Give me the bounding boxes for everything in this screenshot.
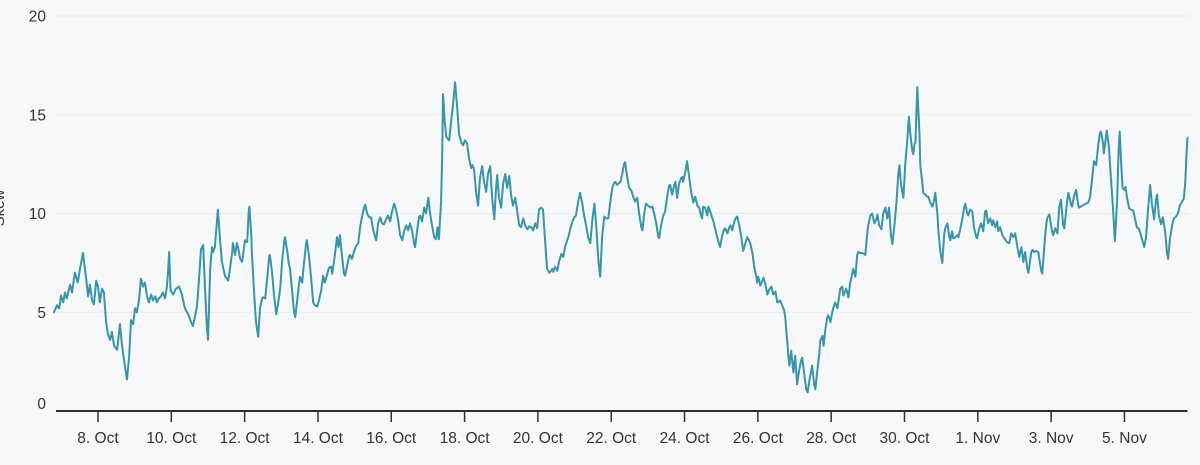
x-axis-label: 10. Oct	[146, 430, 197, 447]
x-axis-label: 24. Oct	[660, 430, 711, 447]
y-axis-label: 5	[37, 305, 46, 322]
x-axis-label: 18. Oct	[440, 430, 491, 447]
x-axis-label: 26. Oct	[733, 430, 784, 447]
x-axis-label: 12. Oct	[220, 430, 271, 447]
series-line[interactable]	[53, 81, 1189, 394]
y-axis-label: 0	[37, 396, 46, 413]
x-axis-label: 16. Oct	[366, 430, 417, 447]
x-axis-label: 28. Oct	[806, 430, 857, 447]
y-axis-label: 20	[29, 9, 47, 26]
x-axis-label: 8. Oct	[77, 430, 119, 447]
y-axis-label: 10	[29, 206, 47, 223]
x-axis-label: 14. Oct	[293, 430, 344, 447]
y-axis-label: 15	[29, 107, 46, 124]
x-axis-label: 3. Nov	[1029, 430, 1074, 447]
x-axis-label: 20. Oct	[513, 430, 564, 447]
x-axis-label: 5. Nov	[1102, 430, 1147, 447]
y-axis-title: Skew	[0, 189, 8, 226]
x-axis-label: 1. Nov	[955, 430, 1000, 447]
x-axis-label: 30. Oct	[880, 430, 931, 447]
x-axis-label: 22. Oct	[586, 430, 637, 447]
